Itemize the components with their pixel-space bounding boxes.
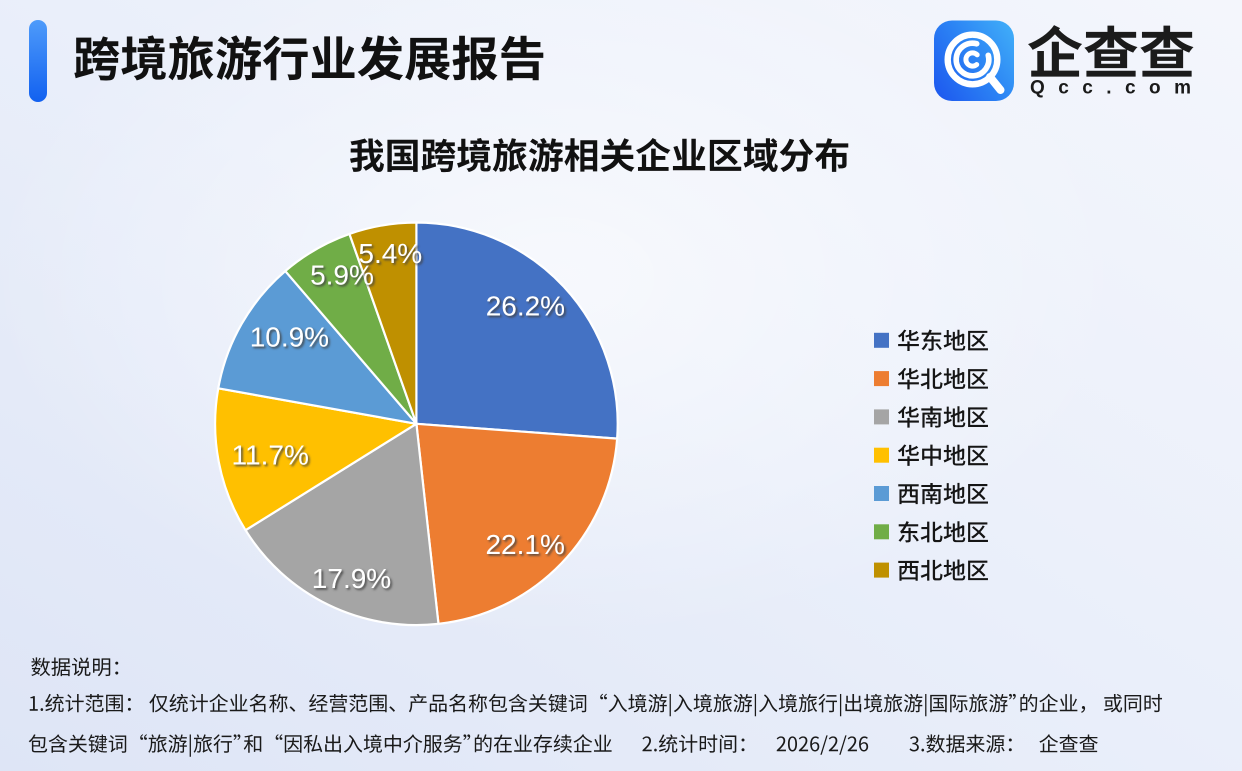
svg-text:11.7%: 11.7% [232,440,309,471]
svg-text:5.9%: 5.9% [310,260,374,291]
svg-text:10.9%: 10.9% [250,322,329,353]
svg-text:22.1%: 22.1% [485,529,564,560]
svg-text:Qcc.com: Qcc.com [1030,78,1191,99]
svg-text:17.9%: 17.9% [312,563,391,594]
svg-text:5.4%: 5.4% [358,238,422,269]
svg-text:26.2%: 26.2% [486,290,565,321]
